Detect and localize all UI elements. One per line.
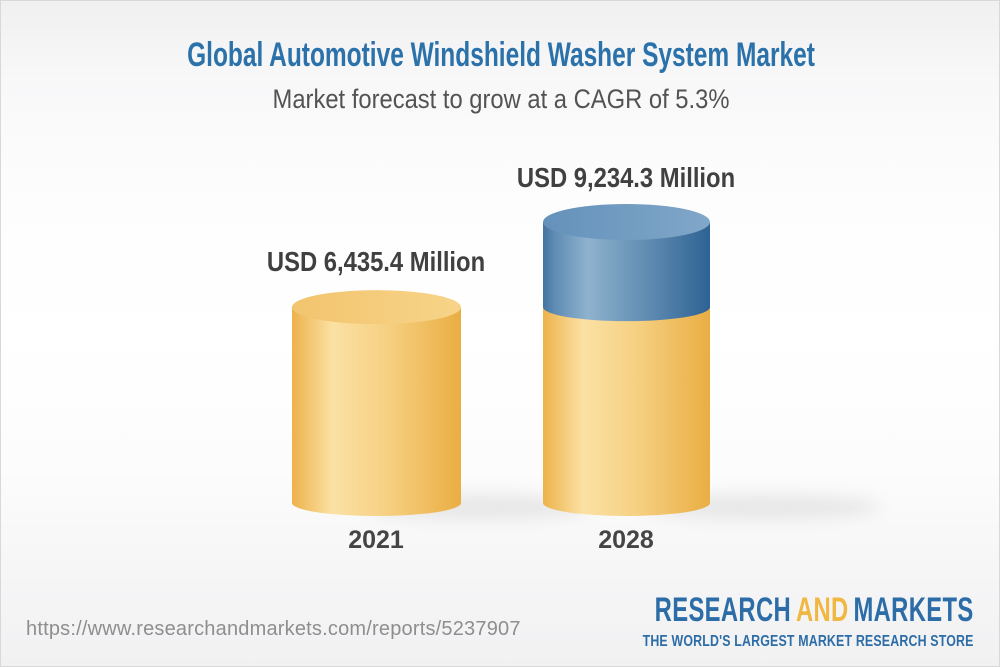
cylinder-2021-body (292, 307, 461, 503)
cylinder-2028-bottom (543, 490, 710, 516)
logo-word-research: RESEARCH (655, 591, 792, 629)
value-label-2021: USD 6,435.4 Million (266, 246, 486, 277)
brand-logo-tagline: THE WORLD'S LARGEST MARKET RESEARCH STOR… (642, 633, 974, 650)
cylinder-2028-segment-seam (543, 293, 710, 322)
brand-logo: RESEARCH AND MARKETS THE WORLD'S LARGEST M… (518, 593, 974, 650)
cylinder-2021-bottom (292, 490, 461, 516)
report-url: https://www.researchandmarkets.com/repor… (26, 618, 521, 640)
cylinder-2028 (543, 204, 710, 516)
cylinder-2028-base-segment (543, 307, 710, 503)
value-label-2028: USD 9,234.3 Million (516, 162, 736, 193)
brand-logo-wordmark: RESEARCH AND MARKETS (655, 593, 974, 627)
chart-subtitle: Market forecast to grow at a CAGR of 5.3… (272, 84, 730, 114)
logo-word-markets: MARKETS (853, 591, 974, 629)
category-label-2028: 2028 (598, 526, 654, 554)
cylinder-2028-top (543, 204, 710, 240)
chart-title: Global Automotive Windshield Washer Syst… (187, 36, 815, 74)
logo-word-and: AND (796, 591, 849, 629)
cylinder-2021 (292, 290, 461, 516)
cylinder-2021-top (292, 290, 461, 325)
category-label-2021: 2021 (348, 526, 404, 554)
